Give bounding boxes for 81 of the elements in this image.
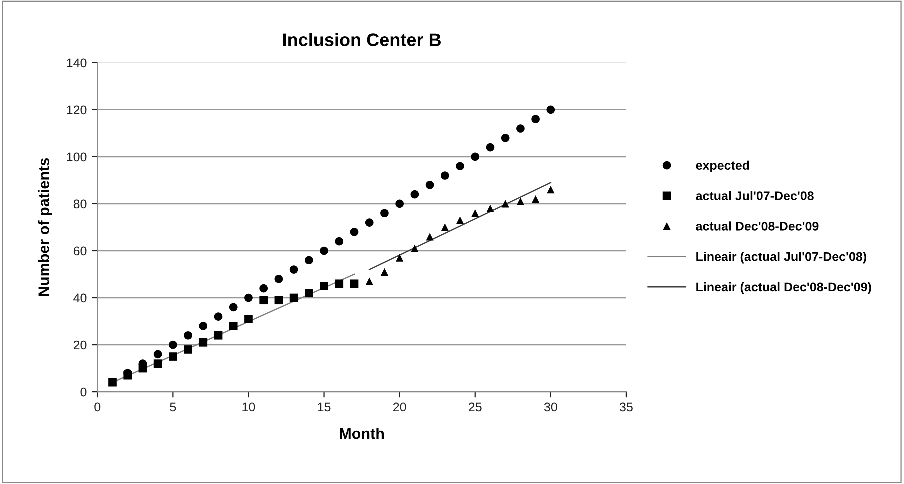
point: [380, 268, 389, 276]
point: [260, 284, 268, 293]
point: [169, 340, 178, 350]
y-tick-label: 40: [74, 294, 87, 303]
point: [290, 266, 298, 274]
legend-label: Lineair (actual Dec'08-Dec'09): [696, 282, 872, 294]
point: [335, 280, 344, 288]
point: [244, 294, 253, 302]
point: [305, 289, 314, 298]
point: [138, 364, 148, 373]
point: [472, 210, 480, 218]
point: [426, 233, 434, 241]
point: [320, 282, 328, 290]
point: [516, 198, 525, 206]
point: [365, 218, 374, 227]
y-tick-label: 60: [74, 246, 87, 256]
point: [546, 106, 556, 114]
x-tick-label: 35: [620, 402, 633, 412]
point: [410, 190, 420, 199]
point: [486, 204, 494, 212]
y-tick-label: 20: [74, 340, 87, 350]
x-tick-label: 30: [544, 402, 558, 412]
point: [290, 294, 298, 302]
point: [169, 352, 178, 361]
point: [411, 244, 419, 252]
x-tick-label: 5: [170, 402, 176, 412]
point: [305, 256, 314, 265]
point: [108, 378, 117, 387]
x-axis-title: Month: [340, 428, 384, 440]
point: [396, 254, 404, 262]
x-tick-label: 10: [242, 402, 256, 412]
point: [199, 322, 208, 330]
point: [214, 331, 223, 340]
point: [274, 296, 284, 305]
point: [184, 331, 192, 340]
point: [244, 314, 253, 324]
y-tick-label: 140: [67, 58, 87, 68]
point: [516, 124, 525, 133]
point: [260, 296, 268, 305]
point: [532, 195, 540, 204]
legend-label: actual Jul'07-Dec'08: [696, 191, 814, 200]
x-tick-label: 0: [94, 402, 101, 412]
y-tick-label: 80: [74, 200, 87, 209]
point: [486, 143, 495, 152]
point: [350, 228, 359, 236]
point: [366, 278, 374, 286]
point: [440, 172, 450, 180]
point: [184, 346, 192, 354]
x-tick-label: 15: [318, 402, 331, 412]
point: [456, 162, 464, 171]
y-tick-label: 100: [67, 152, 87, 162]
point: [154, 350, 162, 359]
point: [471, 152, 480, 162]
y-axis-title: Number of patients: [38, 158, 52, 296]
point: [274, 275, 284, 284]
point: [502, 200, 510, 208]
point: [229, 322, 238, 330]
point: [380, 209, 389, 218]
point: [335, 237, 344, 246]
point: [320, 246, 328, 256]
point: [456, 216, 464, 224]
point: [154, 360, 162, 368]
point: [532, 115, 540, 124]
point: [214, 312, 223, 321]
y-tick-label: 0: [80, 388, 87, 397]
point: [199, 338, 208, 347]
legend-label: actual Dec'08-Dec'09: [696, 222, 819, 231]
point: [501, 134, 510, 142]
point: [350, 280, 359, 288]
x-tick-label: 20: [394, 402, 406, 412]
point: [441, 224, 449, 232]
point: [547, 186, 555, 194]
point: [426, 180, 434, 190]
x-tick-label: 25: [469, 402, 482, 412]
y-tick-label: 120: [67, 106, 87, 115]
point: [124, 371, 132, 380]
point: [229, 303, 238, 312]
chart-title: Inclusion Center B: [284, 33, 441, 46]
legend-label: expected: [696, 160, 750, 172]
legend-label: Lineair (actual Jul'07-Dec'08): [696, 252, 866, 264]
point: [396, 200, 404, 208]
